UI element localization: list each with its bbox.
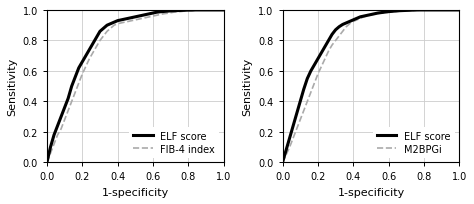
X-axis label: 1-specificity: 1-specificity — [102, 187, 169, 197]
X-axis label: 1-specificity: 1-specificity — [337, 187, 405, 197]
Legend: ELF score, M2BPGi: ELF score, M2BPGi — [373, 127, 455, 158]
Y-axis label: Sensitivity: Sensitivity — [7, 58, 17, 116]
Y-axis label: Sensitivity: Sensitivity — [243, 58, 253, 116]
Legend: ELF score, FIB-4 index: ELF score, FIB-4 index — [129, 127, 219, 158]
